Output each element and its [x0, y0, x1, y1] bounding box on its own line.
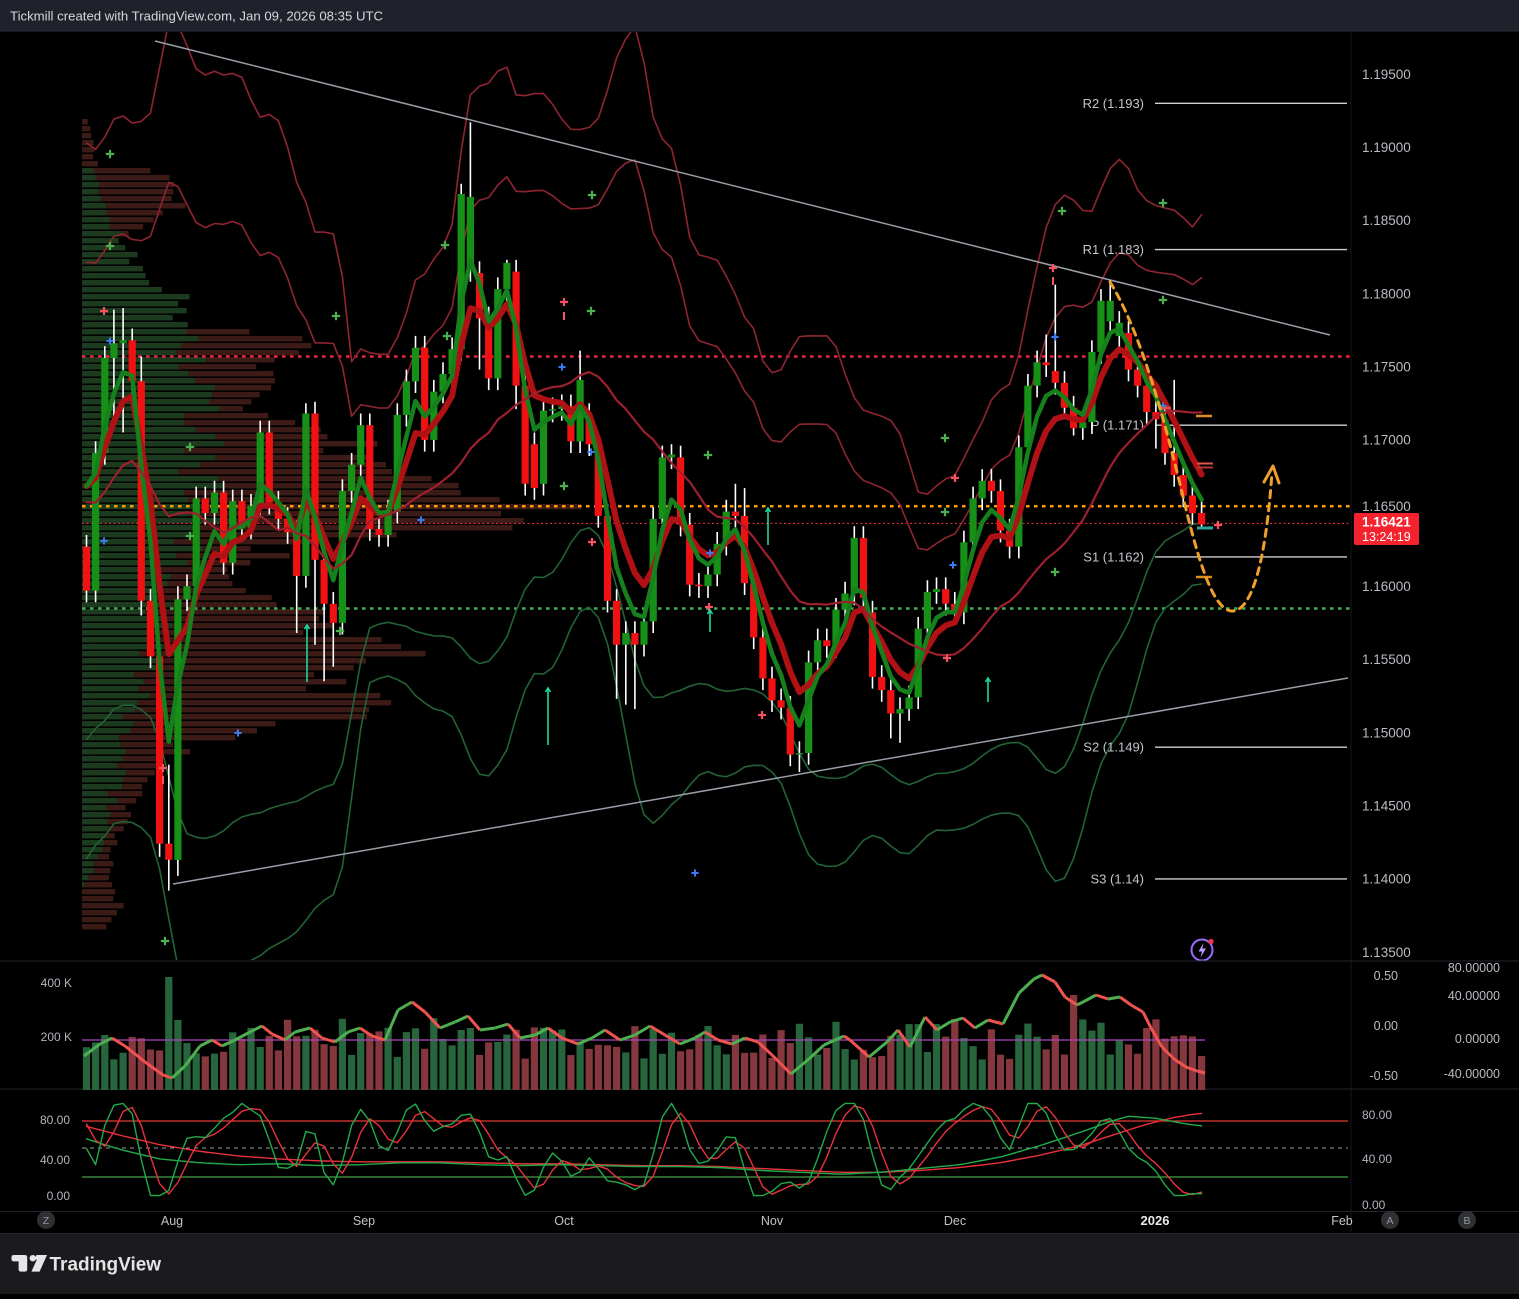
svg-text:0.00: 0.00: [1374, 1019, 1398, 1033]
svg-text:200 K: 200 K: [41, 1030, 72, 1044]
svg-text:1.19500: 1.19500: [1362, 67, 1411, 82]
svg-text:S1 (1.162): S1 (1.162): [1083, 549, 1144, 564]
svg-text:80.00: 80.00: [40, 1113, 70, 1127]
svg-text:Z: Z: [43, 1215, 50, 1227]
svg-text:Sep: Sep: [353, 1214, 375, 1228]
svg-text:B: B: [1463, 1215, 1470, 1227]
svg-text:1.14000: 1.14000: [1362, 872, 1411, 887]
svg-text:Oct: Oct: [554, 1214, 574, 1228]
svg-text:1.18000: 1.18000: [1362, 286, 1411, 301]
svg-text:1.19000: 1.19000: [1362, 140, 1411, 155]
svg-text:40.00: 40.00: [1362, 1152, 1392, 1166]
svg-text:1.15000: 1.15000: [1362, 725, 1411, 740]
svg-text:40.00000: 40.00000: [1448, 989, 1500, 1003]
svg-text:40.00: 40.00: [40, 1153, 70, 1167]
svg-text:1.13500: 1.13500: [1362, 945, 1411, 960]
svg-text:Aug: Aug: [161, 1214, 183, 1228]
svg-text:1.16500: 1.16500: [1362, 499, 1411, 514]
svg-text:Nov: Nov: [761, 1214, 784, 1228]
svg-text:1.18500: 1.18500: [1362, 213, 1411, 228]
svg-text:2026: 2026: [1141, 1213, 1170, 1228]
svg-text:1.16000: 1.16000: [1362, 579, 1411, 594]
svg-text:R2 (1.193): R2 (1.193): [1083, 96, 1144, 111]
svg-text:-40.00000: -40.00000: [1444, 1067, 1500, 1081]
svg-text:1.17000: 1.17000: [1362, 433, 1411, 448]
svg-text:TradingView: TradingView: [50, 1255, 162, 1276]
svg-text:-0.50: -0.50: [1370, 1069, 1399, 1083]
svg-text:1.17500: 1.17500: [1362, 360, 1411, 375]
svg-text:Dec: Dec: [944, 1214, 966, 1228]
svg-text:1.15500: 1.15500: [1362, 652, 1411, 667]
svg-text:1.14500: 1.14500: [1362, 799, 1411, 814]
svg-text:0.00: 0.00: [1362, 1198, 1386, 1212]
svg-text:0.00: 0.00: [47, 1189, 71, 1203]
svg-text:80.00000: 80.00000: [1448, 961, 1500, 975]
svg-text:80.00: 80.00: [1362, 1108, 1392, 1122]
svg-text:Feb: Feb: [1331, 1214, 1353, 1228]
svg-text:1.16421: 1.16421: [1362, 515, 1411, 530]
svg-text:13:24:19: 13:24:19: [1362, 530, 1411, 544]
svg-text:0.00000: 0.00000: [1455, 1032, 1500, 1046]
svg-text:P (1.171): P (1.171): [1091, 418, 1144, 433]
svg-text:S2 (1.149): S2 (1.149): [1083, 740, 1144, 755]
svg-text:R1 (1.183): R1 (1.183): [1083, 242, 1144, 257]
svg-text:0.50: 0.50: [1374, 969, 1398, 983]
svg-text:Tickmill created with TradingV: Tickmill created with TradingView.com, J…: [10, 9, 384, 24]
svg-text:400 K: 400 K: [41, 976, 72, 990]
svg-text:A: A: [1386, 1215, 1393, 1227]
svg-text:S3 (1.14): S3 (1.14): [1091, 871, 1144, 886]
